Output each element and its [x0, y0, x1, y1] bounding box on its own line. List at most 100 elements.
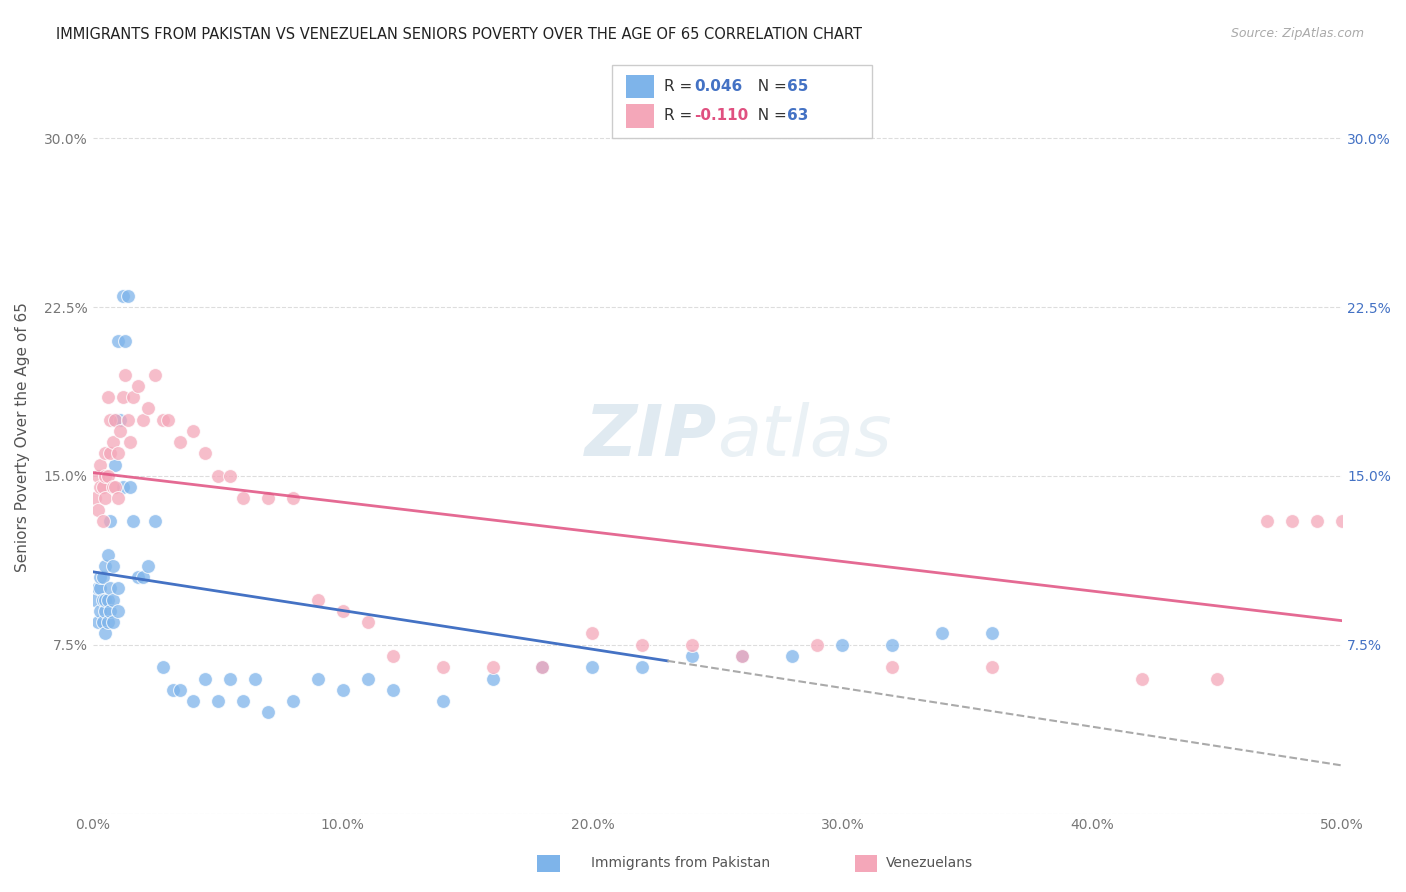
Point: [86, 582, 108, 596]
Point: [581, 626, 603, 640]
Point: [104, 413, 127, 427]
Point: [84, 491, 107, 506]
Point: [256, 706, 278, 720]
Y-axis label: Seniors Poverty Over the Age of 65: Seniors Poverty Over the Age of 65: [15, 301, 30, 572]
Point: [207, 694, 229, 708]
Point: [156, 413, 179, 427]
Point: [806, 638, 828, 652]
Text: -0.110: -0.110: [695, 109, 749, 123]
Point: [981, 626, 1004, 640]
Point: [111, 289, 134, 303]
Point: [169, 435, 191, 450]
Point: [101, 480, 124, 494]
Point: [98, 582, 121, 596]
Point: [98, 446, 121, 460]
Point: [631, 638, 654, 652]
Point: [432, 694, 454, 708]
Text: atlas: atlas: [717, 402, 891, 471]
Point: [1130, 672, 1153, 686]
Point: [104, 458, 127, 472]
Point: [86, 615, 108, 630]
Text: R =: R =: [664, 109, 697, 123]
Point: [232, 694, 254, 708]
Point: [356, 672, 378, 686]
Point: [219, 672, 242, 686]
Point: [114, 368, 136, 382]
Point: [101, 559, 124, 574]
Point: [931, 626, 953, 640]
Point: [89, 458, 111, 472]
Point: [1331, 514, 1354, 528]
Point: [94, 592, 117, 607]
Point: [181, 694, 204, 708]
Text: 65: 65: [787, 79, 808, 94]
Text: N =: N =: [748, 109, 792, 123]
Point: [91, 480, 114, 494]
Point: [114, 334, 136, 348]
Point: [1256, 514, 1278, 528]
Point: [256, 491, 278, 506]
Point: [1281, 514, 1303, 528]
Point: [108, 424, 131, 438]
Point: [631, 660, 654, 674]
Point: [381, 648, 404, 663]
Point: [97, 615, 120, 630]
Point: [86, 502, 108, 516]
Point: [120, 435, 142, 450]
Point: [194, 672, 217, 686]
Point: [681, 648, 703, 663]
Point: [94, 604, 117, 618]
Point: [121, 390, 143, 404]
Point: [882, 638, 904, 652]
Point: [307, 592, 329, 607]
Point: [107, 334, 129, 348]
Point: [127, 379, 149, 393]
Point: [107, 582, 129, 596]
Point: [162, 682, 184, 697]
Point: [98, 514, 121, 528]
Text: Immigrants from Pakistan: Immigrants from Pakistan: [591, 856, 769, 871]
Point: [117, 413, 139, 427]
Point: [307, 672, 329, 686]
Point: [152, 660, 174, 674]
Point: [1306, 514, 1329, 528]
Point: [782, 648, 804, 663]
Text: Source: ZipAtlas.com: Source: ZipAtlas.com: [1230, 27, 1364, 40]
Point: [332, 604, 354, 618]
Point: [91, 570, 114, 584]
Point: [94, 446, 117, 460]
Text: IMMIGRANTS FROM PAKISTAN VS VENEZUELAN SENIORS POVERTY OVER THE AGE OF 65 CORREL: IMMIGRANTS FROM PAKISTAN VS VENEZUELAN S…: [56, 27, 862, 42]
Point: [281, 694, 304, 708]
Point: [91, 514, 114, 528]
Point: [332, 682, 354, 697]
Point: [104, 413, 127, 427]
Point: [194, 446, 217, 460]
Point: [84, 592, 107, 607]
Point: [1355, 514, 1378, 528]
Point: [1206, 672, 1229, 686]
Point: [111, 390, 134, 404]
Point: [219, 469, 242, 483]
Point: [131, 413, 153, 427]
Point: [98, 604, 121, 618]
Point: [107, 604, 129, 618]
Point: [111, 480, 134, 494]
Point: [101, 592, 124, 607]
Point: [97, 548, 120, 562]
Point: [381, 682, 404, 697]
Point: [169, 682, 191, 697]
Point: [281, 491, 304, 506]
Point: [89, 604, 111, 618]
Point: [731, 648, 754, 663]
Point: [86, 469, 108, 483]
Text: 0.046: 0.046: [695, 79, 742, 94]
Point: [104, 480, 127, 494]
Text: Venezuelans: Venezuelans: [886, 856, 973, 871]
Point: [91, 592, 114, 607]
Point: [94, 469, 117, 483]
Point: [531, 660, 554, 674]
Point: [136, 559, 159, 574]
Point: [107, 491, 129, 506]
Text: N =: N =: [748, 79, 792, 94]
Point: [117, 289, 139, 303]
